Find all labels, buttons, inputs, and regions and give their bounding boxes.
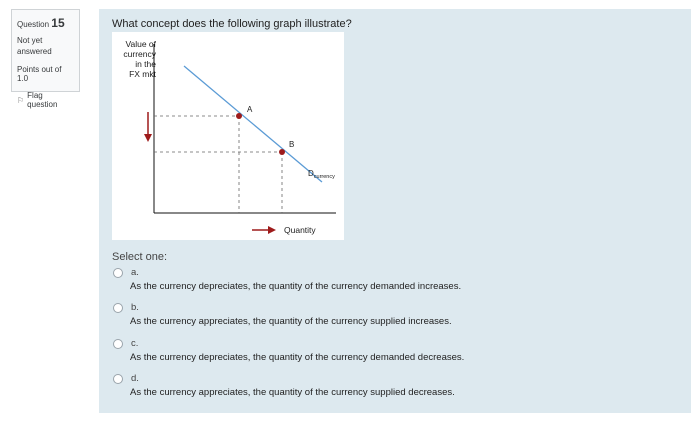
question-info-panel: Question 15 Not yet answered Points out … [11,9,80,109]
point-b [279,149,285,155]
x-axis-label: Quantity [284,225,316,235]
demand-curve-label: Dcurrency [308,169,335,180]
question-text: What concept does the following graph il… [112,18,352,30]
flag-icon: ⚐ [17,95,25,105]
radio-button-b[interactable] [113,303,123,313]
question-marks: Points out of 1.0 [17,65,62,83]
demand-curve-label-main: D [308,169,314,178]
y-axis-label-line: Value of [125,39,156,49]
radio-button-a[interactable] [113,268,123,278]
y-axis-label-line: in the [135,59,156,69]
option-letter-d: d. [131,373,139,384]
flag-question-link[interactable]: ⚐ Flag question [17,91,74,109]
select-one-label: Select one: [112,251,168,263]
y-axis-label-line: FX mkt [129,69,156,79]
radio-button-d[interactable] [113,374,123,384]
option-letter-a: a. [131,267,139,278]
demand-curve-label-sub: currency [314,174,335,180]
radio-button-c[interactable] [113,339,123,349]
question-label: Question [17,20,50,29]
option-text-c: As the currency depreciates, the quantit… [130,352,465,363]
option-text-a: As the currency depreciates, the quantit… [130,281,462,292]
right-arrow-head-icon [268,226,276,234]
graph-canvas: A B Dcurrency Quantity [144,44,336,235]
option-letter-c: c. [131,338,139,349]
flag-question-label: Flag question [27,91,58,109]
option-text-b: As the currency appreciates, the quantit… [130,316,452,327]
y-axis-label-line: currency [123,49,156,59]
question-number-line: Question 15 [17,16,74,30]
question-number: 15 [51,16,65,30]
point-a [236,113,242,119]
demand-graph: Value of currency in the FX mkt A B Dcur… [112,32,344,240]
question-state: Not yet answered [17,36,52,56]
point-a-label: A [247,105,253,114]
down-arrow-head-icon [144,134,152,142]
option-text-d: As the currency appreciates, the quantit… [130,387,455,398]
point-b-label: B [289,140,294,149]
demand-curve [183,65,323,183]
option-letter-b: b. [131,302,139,313]
question-content: What concept does the following graph il… [99,9,691,413]
y-axis-label: Value of currency in the FX mkt [116,39,156,79]
